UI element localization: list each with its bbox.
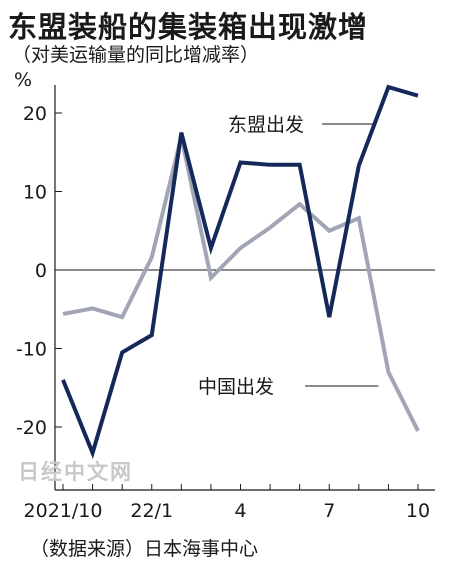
series-line-china [62,136,420,432]
series-label-asean: 东盟出发 [228,114,304,136]
series-label-china: 中国出发 [198,376,274,398]
series-layer [61,84,420,459]
chart-title: 东盟装船的集装箱出现激增 [8,10,369,44]
source-note: （数据来源）日本海事中心 [30,538,259,560]
axes: 20 10 0 -10 -20 2021/10 22/1 4 7 10 [16,85,435,522]
y-tick-label: 0 [35,260,47,282]
x-tick-label: 7 [323,500,335,522]
watermark-logo: 日经中文网 [18,460,133,484]
y-unit-label: % [14,69,32,91]
x-tick-label: 22/1 [130,500,173,522]
x-tick-label: 10 [406,500,430,522]
series-line-asean [61,84,419,459]
y-tick-label: 20 [23,103,47,125]
y-tick-label: -20 [16,417,47,439]
x-tick-label: 2021/10 [24,500,103,522]
x-tick-label: 4 [234,500,246,522]
chart-subtitle: （对美运输量的同比增减率） [12,44,260,66]
y-tick-label: -10 [16,339,47,361]
y-tick-label: 10 [23,182,47,204]
